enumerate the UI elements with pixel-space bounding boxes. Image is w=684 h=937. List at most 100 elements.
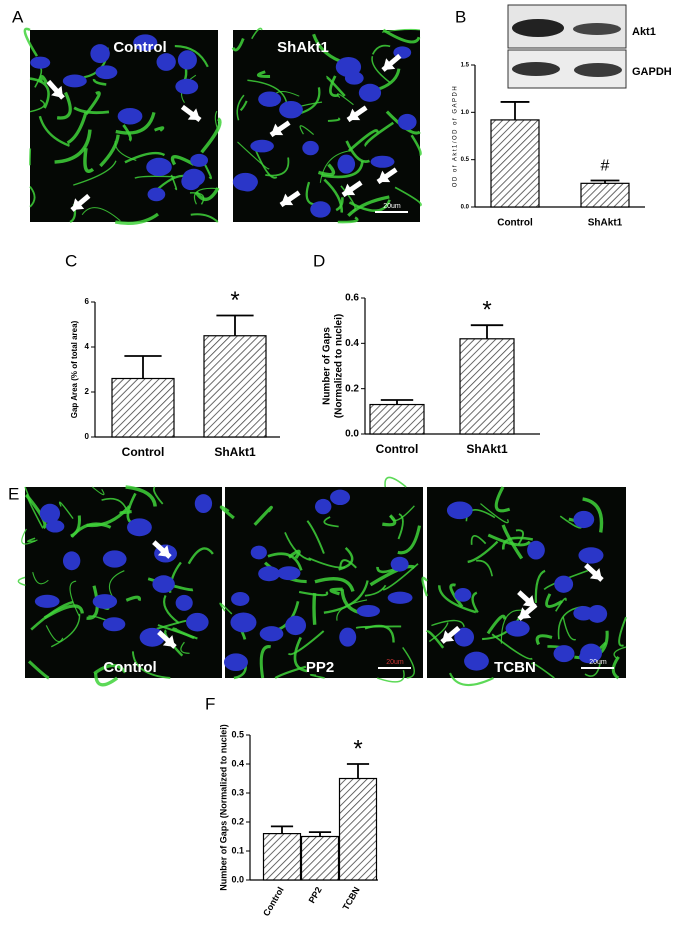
nucleus: [152, 575, 174, 593]
nucleus: [279, 101, 303, 118]
x-tick-label: ShAkt1: [588, 218, 623, 229]
nucleus: [146, 158, 172, 176]
x-tick-label: PP2: [307, 885, 324, 905]
blot-label: Akt1: [632, 26, 656, 38]
nucleus: [231, 592, 249, 606]
nucleus: [447, 501, 473, 519]
nucleus: [455, 588, 472, 602]
scale-bar-label: 20um: [383, 203, 401, 210]
nucleus: [40, 504, 60, 523]
panel-letter: A: [12, 7, 24, 26]
nucleus: [359, 84, 381, 102]
nucleus: [388, 592, 413, 604]
significance-mark: *: [482, 297, 491, 324]
y-tick-label: 0: [85, 432, 90, 441]
nucleus: [398, 114, 417, 130]
blot-band: [512, 19, 564, 37]
nucleus: [103, 617, 125, 631]
x-tick-label: TCBN: [341, 885, 362, 912]
bar: [112, 379, 174, 438]
bar: [370, 405, 424, 434]
nucleus: [63, 75, 87, 88]
nucleus: [310, 201, 330, 217]
y-tick-label: 2: [85, 387, 90, 396]
nucleus: [148, 188, 166, 202]
error-bar: [347, 764, 369, 779]
y-axis-label: Number of Gaps: [322, 327, 333, 405]
image-label: PP2: [306, 659, 334, 676]
scale-bar-label: 20um: [386, 659, 404, 666]
y-tick-label: 0.3: [231, 787, 244, 797]
x-tick-label: Control: [497, 218, 533, 229]
nucleus: [554, 645, 575, 662]
nucleus: [391, 557, 409, 572]
nucleus: [337, 155, 355, 174]
nucleus: [506, 621, 530, 637]
nucleus: [95, 65, 117, 79]
x-tick-label: ShAkt1: [214, 445, 256, 459]
nucleus: [527, 541, 545, 560]
significance-mark: *: [230, 287, 239, 314]
y-axis-label: Number of Gaps (Normalized to nuclei): [218, 724, 228, 891]
blot-label: GAPDH: [632, 66, 672, 78]
bar: [204, 336, 266, 437]
nucleus: [578, 547, 603, 563]
junction: [385, 477, 406, 487]
y-tick-label: 1.0: [461, 110, 470, 116]
junction: [314, 593, 315, 625]
blot-band: [512, 62, 560, 76]
bar: [264, 834, 301, 880]
error-bar: [381, 400, 413, 405]
nucleus: [251, 546, 267, 560]
x-tick-label: Control: [122, 445, 165, 459]
junction: [422, 578, 427, 596]
nucleus: [30, 57, 50, 69]
nucleus: [371, 156, 395, 168]
nucleus: [175, 79, 198, 94]
micrograph: ShAkt1 20um: [233, 28, 421, 222]
bar: [340, 779, 377, 881]
nucleus: [230, 612, 256, 632]
nucleus: [63, 551, 80, 570]
nucleus: [190, 154, 208, 167]
micrograph: Control: [18, 487, 222, 685]
y-tick-label: 0.5: [461, 157, 470, 163]
y-tick-label: 6: [85, 297, 90, 306]
panel-letter: E: [8, 484, 19, 503]
y-tick-label: 0.0: [461, 205, 470, 211]
nucleus: [339, 628, 356, 647]
panel-letter: C: [65, 251, 77, 270]
image-label: ShAkt1: [277, 39, 329, 56]
nucleus: [224, 653, 248, 671]
nucleus: [178, 50, 197, 69]
panel-letter: D: [313, 251, 325, 270]
error-bar: [471, 325, 503, 339]
nucleus: [315, 499, 331, 514]
significance-mark: *: [353, 735, 362, 762]
error-bar: [216, 316, 253, 336]
nucleus: [285, 616, 306, 635]
y-tick-label: 4: [85, 342, 90, 351]
nucleus: [35, 595, 60, 608]
y-tick-label: 0.6: [345, 293, 359, 304]
micrograph-bg: [225, 487, 423, 678]
micrograph-bg: [233, 30, 420, 222]
nucleus: [258, 91, 281, 106]
nucleus: [233, 173, 258, 191]
blot-band: [574, 63, 622, 77]
nucleus: [195, 494, 212, 513]
y-tick-label: 0.5: [231, 729, 244, 739]
nucleus: [258, 566, 280, 581]
nucleus: [176, 595, 193, 611]
nucleus: [127, 518, 152, 536]
y-tick-label: 0.0: [345, 429, 359, 440]
error-bar: [271, 826, 293, 833]
nucleus: [330, 490, 350, 505]
micrograph: Control: [25, 29, 220, 224]
image-label: Control: [103, 659, 156, 676]
y-axis-label: Gap Area (% of total area): [70, 320, 79, 418]
nucleus: [464, 652, 489, 671]
scale-bar-label: 20um: [589, 659, 607, 666]
nucleus: [90, 44, 109, 63]
